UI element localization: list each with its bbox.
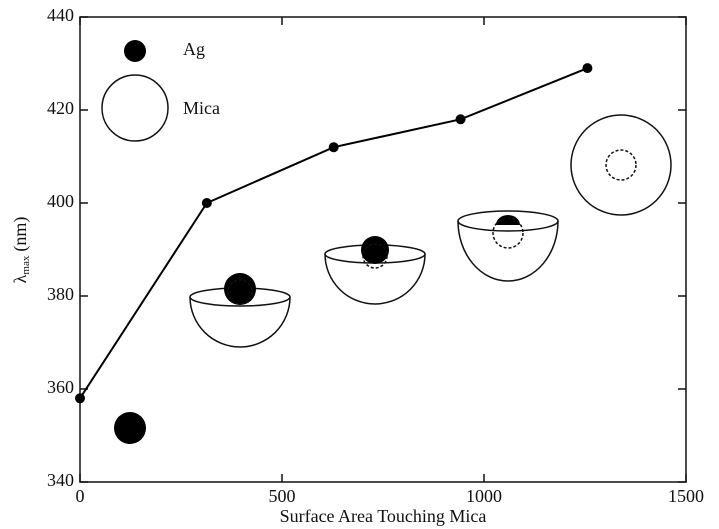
- y-tick-label: 360: [47, 377, 74, 397]
- y-tick-label: 440: [47, 5, 74, 25]
- x-tick-label: 500: [269, 486, 296, 506]
- mica-disc: [570, 114, 672, 216]
- ag-icon: [124, 40, 146, 62]
- contact: [362, 243, 388, 269]
- contact: [227, 279, 253, 305]
- contact: [605, 149, 637, 181]
- x-axis-label: Surface Area Touching Mica: [280, 506, 487, 526]
- ag-particle: [224, 273, 256, 305]
- point: [75, 393, 85, 404]
- point: [201, 198, 212, 208]
- point: [328, 142, 339, 153]
- line: [79, 67, 588, 399]
- bowl-rim: [457, 210, 559, 232]
- y-tick-label: 340: [47, 470, 74, 490]
- x-tick-label: 0: [76, 486, 85, 506]
- plot-frame: [79, 16, 687, 483]
- point: [455, 114, 466, 125]
- ag-particle: [361, 236, 389, 264]
- ag-cap: [496, 215, 520, 225]
- y-tick-label: 420: [47, 98, 74, 118]
- y-tick-label: 400: [47, 191, 74, 211]
- point: [582, 63, 593, 74]
- y-label-subscript: max: [20, 255, 32, 274]
- x-tick-label: 1000: [466, 486, 502, 506]
- annotation: Ag: [183, 39, 205, 59]
- x-tick-label: 1500: [668, 486, 704, 506]
- y-tick-label: 380: [47, 284, 74, 304]
- bowl: [189, 296, 291, 348]
- mica-icon: [101, 74, 169, 142]
- bowl: [324, 253, 426, 305]
- annotation: Mica: [183, 98, 220, 118]
- contact: [492, 217, 524, 249]
- ag-particle: [114, 412, 146, 444]
- bowl: [457, 220, 559, 282]
- schematics: [101, 40, 672, 444]
- y-label-unit: (nm): [10, 217, 31, 252]
- y-axis-label: λmax (nm): [10, 217, 31, 284]
- y-label-symbol: λ: [10, 274, 30, 283]
